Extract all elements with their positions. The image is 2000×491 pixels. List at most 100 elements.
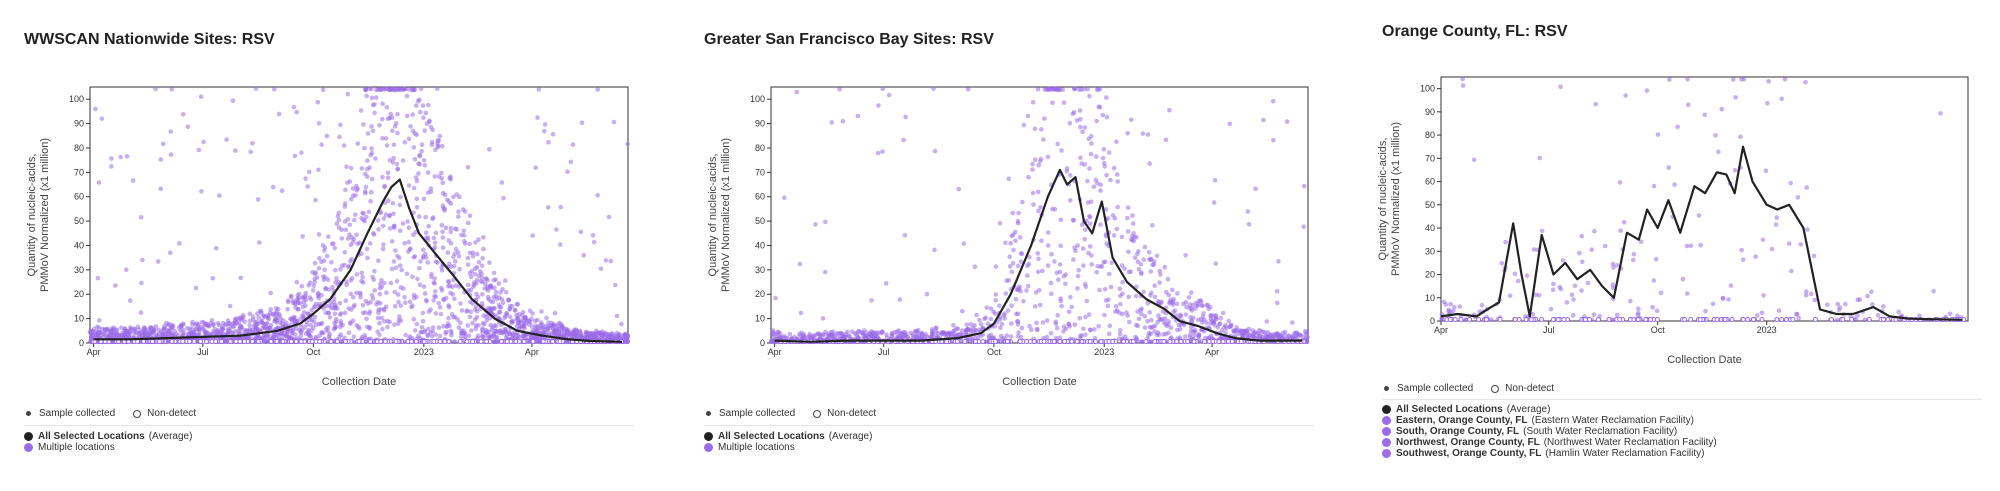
sample-point: [391, 155, 397, 161]
sample-point: [418, 329, 424, 335]
sample-point: [1076, 267, 1081, 273]
sample-point: [836, 331, 841, 336]
sample-point: [1140, 131, 1146, 136]
sample-point: [326, 234, 331, 239]
sample-point: [1571, 297, 1576, 302]
y-tick-label: 20: [1425, 270, 1435, 280]
sample-point: [1088, 151, 1094, 157]
sample-point: [320, 87, 326, 93]
sample-point: [334, 276, 339, 281]
sample-point: [233, 320, 238, 326]
sample-point: [1290, 320, 1295, 325]
legend-entry[interactable]: All Selected Locations (Average): [704, 431, 1314, 442]
sample-point: [1066, 321, 1072, 327]
sample-point: [1570, 313, 1576, 318]
sample-point: [225, 327, 230, 332]
sample-point: [412, 131, 418, 136]
sample-point: [331, 296, 337, 301]
sample-point: [954, 326, 959, 331]
sample-point: [1869, 289, 1874, 295]
sample-point: [1132, 255, 1138, 261]
sample-point: [1795, 195, 1801, 200]
sample-point: [1136, 316, 1142, 322]
sample-point: [317, 255, 322, 261]
sample-point: [374, 302, 379, 307]
non-detect-point: [157, 339, 163, 344]
sample-point: [1035, 251, 1041, 256]
sample-point: [1862, 317, 1867, 323]
x-tick-label: Oct: [1651, 325, 1666, 335]
sample-point: [153, 324, 159, 329]
x-tick-label: Jul: [1543, 325, 1555, 335]
sample-point: [283, 320, 289, 326]
sample-point: [265, 326, 271, 331]
sample-point: [1738, 134, 1743, 139]
sample-point: [1082, 281, 1088, 287]
sample-point: [373, 156, 378, 161]
sample-point: [1056, 277, 1061, 283]
sample-point: [491, 294, 497, 300]
sample-point: [225, 331, 230, 336]
sample-point: [114, 327, 120, 332]
sample-point: [1020, 199, 1025, 205]
sample-point: [1069, 304, 1074, 310]
sample-point: [485, 284, 491, 290]
sample-point: [470, 253, 476, 259]
sample-point: [1008, 334, 1014, 339]
sample-point: [420, 255, 426, 260]
sample-point: [332, 245, 338, 251]
sample-point: [1133, 334, 1138, 340]
sample-point: [494, 329, 500, 334]
sample-point: [161, 141, 166, 147]
sample-point: [324, 133, 330, 139]
sample-point: [1115, 179, 1120, 184]
sample-point: [1084, 298, 1090, 304]
sample-point: [247, 318, 253, 324]
legend-entry[interactable]: All Selected Locations (Average): [24, 431, 634, 442]
sample-point: [420, 310, 426, 316]
sample-point: [323, 286, 329, 292]
sample-point: [484, 318, 490, 323]
sample-point: [1145, 132, 1151, 137]
legend-entry[interactable]: Multiple locations: [704, 442, 1314, 453]
sample-point: [434, 86, 440, 91]
sample-point: [1055, 141, 1060, 147]
sample-point: [1761, 293, 1766, 298]
sample-point: [1042, 116, 1047, 121]
sample-point: [1443, 302, 1449, 307]
sample-point: [372, 288, 378, 293]
y-tick-label: 90: [755, 119, 765, 129]
sample-point: [467, 241, 472, 247]
sample-point: [360, 303, 366, 308]
sample-point: [307, 295, 313, 300]
sample-point: [985, 321, 991, 327]
sample-point: [313, 197, 318, 203]
average-line[interactable]: [774, 168, 1302, 343]
sample-point: [1837, 305, 1843, 310]
sample-point: [390, 128, 395, 133]
sample-point: [456, 214, 461, 219]
sample-point: [1078, 155, 1083, 161]
sample-point: [378, 210, 383, 216]
average-line[interactable]: [93, 178, 623, 343]
non-detect-point: [1079, 339, 1085, 344]
sample-point: [201, 139, 206, 145]
legend-entry[interactable]: Multiple locations: [24, 442, 634, 453]
sample-point: [1098, 188, 1103, 193]
sample-point: [418, 259, 423, 264]
sample-point: [279, 188, 285, 193]
sample-point: [1094, 269, 1100, 275]
sample-point: [1786, 241, 1792, 246]
sample-point: [422, 128, 428, 133]
sample-point: [1244, 329, 1250, 335]
sample-point: [1223, 330, 1228, 335]
sample-point: [430, 216, 435, 222]
sample-point: [393, 248, 398, 253]
sample-point: [1054, 325, 1060, 331]
sample-point: [1684, 291, 1690, 296]
sample-point: [571, 330, 576, 335]
non-detect-point: [962, 339, 968, 344]
